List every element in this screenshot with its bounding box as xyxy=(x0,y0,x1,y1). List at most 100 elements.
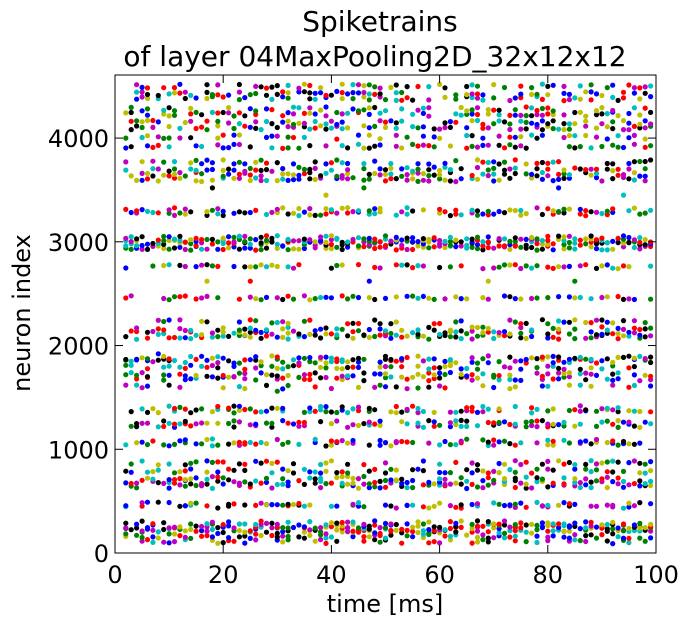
spike-point xyxy=(534,356,539,361)
spike-point xyxy=(313,177,318,182)
spike-point xyxy=(545,161,550,166)
spike-point xyxy=(280,243,285,248)
spike-point xyxy=(513,502,518,507)
spike-point xyxy=(540,462,545,467)
spike-point xyxy=(194,296,199,301)
spike-point xyxy=(334,539,339,544)
spike-point xyxy=(259,235,264,240)
spike-point xyxy=(372,159,377,164)
spike-point xyxy=(221,475,226,480)
spike-point xyxy=(394,235,399,240)
spike-point xyxy=(188,461,193,466)
spike-point xyxy=(367,406,372,411)
spike-point xyxy=(248,279,253,284)
spike-point xyxy=(253,532,258,537)
spike-point xyxy=(437,168,442,173)
spike-point xyxy=(183,535,188,540)
spike-point xyxy=(415,327,420,332)
spike-point xyxy=(167,540,172,545)
spike-point xyxy=(259,158,264,163)
spike-point xyxy=(210,110,215,115)
spike-point xyxy=(621,528,626,533)
spike-point xyxy=(610,541,615,546)
spike-point xyxy=(643,420,648,425)
spike-point xyxy=(437,423,442,428)
spike-point xyxy=(140,234,145,239)
spike-point xyxy=(491,336,496,341)
spike-point xyxy=(264,530,269,535)
spike-point xyxy=(632,245,637,250)
spike-point xyxy=(345,91,350,96)
spike-point xyxy=(280,326,285,331)
spike-point xyxy=(594,126,599,131)
spike-point xyxy=(410,534,415,539)
spike-point xyxy=(589,82,594,87)
spike-point xyxy=(432,244,437,249)
spike-point xyxy=(415,385,420,390)
spike-point xyxy=(491,478,496,483)
spike-point xyxy=(242,161,247,166)
spike-point xyxy=(237,297,242,302)
spike-point xyxy=(415,364,420,369)
spike-point xyxy=(605,262,610,267)
spike-point xyxy=(150,125,155,130)
spike-point xyxy=(188,237,193,242)
spike-point xyxy=(545,364,550,369)
spike-point xyxy=(497,134,502,139)
spike-point xyxy=(129,293,134,298)
spike-point xyxy=(410,467,415,472)
spike-point xyxy=(372,211,377,216)
spike-point xyxy=(648,157,653,162)
spike-point xyxy=(378,91,383,96)
spike-point xyxy=(383,470,388,475)
x-tick-label: 0 xyxy=(107,561,122,589)
spike-point xyxy=(480,437,485,442)
spike-point xyxy=(605,209,610,214)
spike-point xyxy=(426,296,431,301)
spike-point xyxy=(545,467,550,472)
spike-point xyxy=(589,173,594,178)
spike-point xyxy=(156,93,161,98)
spike-point xyxy=(199,481,204,486)
spike-point xyxy=(572,336,577,341)
spike-point xyxy=(507,386,512,391)
spike-point xyxy=(491,329,496,334)
spike-point xyxy=(334,356,339,361)
spike-point xyxy=(329,534,334,539)
spike-point xyxy=(286,145,291,150)
spike-point xyxy=(215,469,220,474)
spike-point xyxy=(578,409,583,414)
spike-point xyxy=(470,173,475,178)
spike-point xyxy=(448,503,453,508)
spike-point xyxy=(296,247,301,252)
spike-point xyxy=(594,373,599,378)
chart-title-line1: Spiketrains xyxy=(302,5,458,38)
spike-point xyxy=(140,421,145,426)
spike-point xyxy=(296,173,301,178)
spike-point xyxy=(426,143,431,148)
spike-point xyxy=(269,134,274,139)
spike-point xyxy=(383,460,388,465)
spike-point xyxy=(394,319,399,324)
spike-point xyxy=(621,333,626,338)
spike-point xyxy=(610,95,615,100)
spike-point xyxy=(345,520,350,525)
spike-point xyxy=(367,295,372,300)
spike-point xyxy=(534,467,539,472)
spike-point xyxy=(275,354,280,359)
spike-point xyxy=(432,297,437,302)
spike-point xyxy=(253,108,258,113)
spike-point xyxy=(643,356,648,361)
spike-point xyxy=(589,296,594,301)
spike-point xyxy=(486,160,491,165)
spike-point xyxy=(318,375,323,380)
spike-point xyxy=(167,383,172,388)
y-tick-label: 4000 xyxy=(48,125,109,153)
spike-point xyxy=(453,208,458,213)
spike-point xyxy=(134,440,139,445)
spike-point xyxy=(334,527,339,532)
spike-point xyxy=(302,293,307,298)
spike-point xyxy=(594,360,599,365)
spike-point xyxy=(172,113,177,118)
spike-point xyxy=(610,320,615,325)
